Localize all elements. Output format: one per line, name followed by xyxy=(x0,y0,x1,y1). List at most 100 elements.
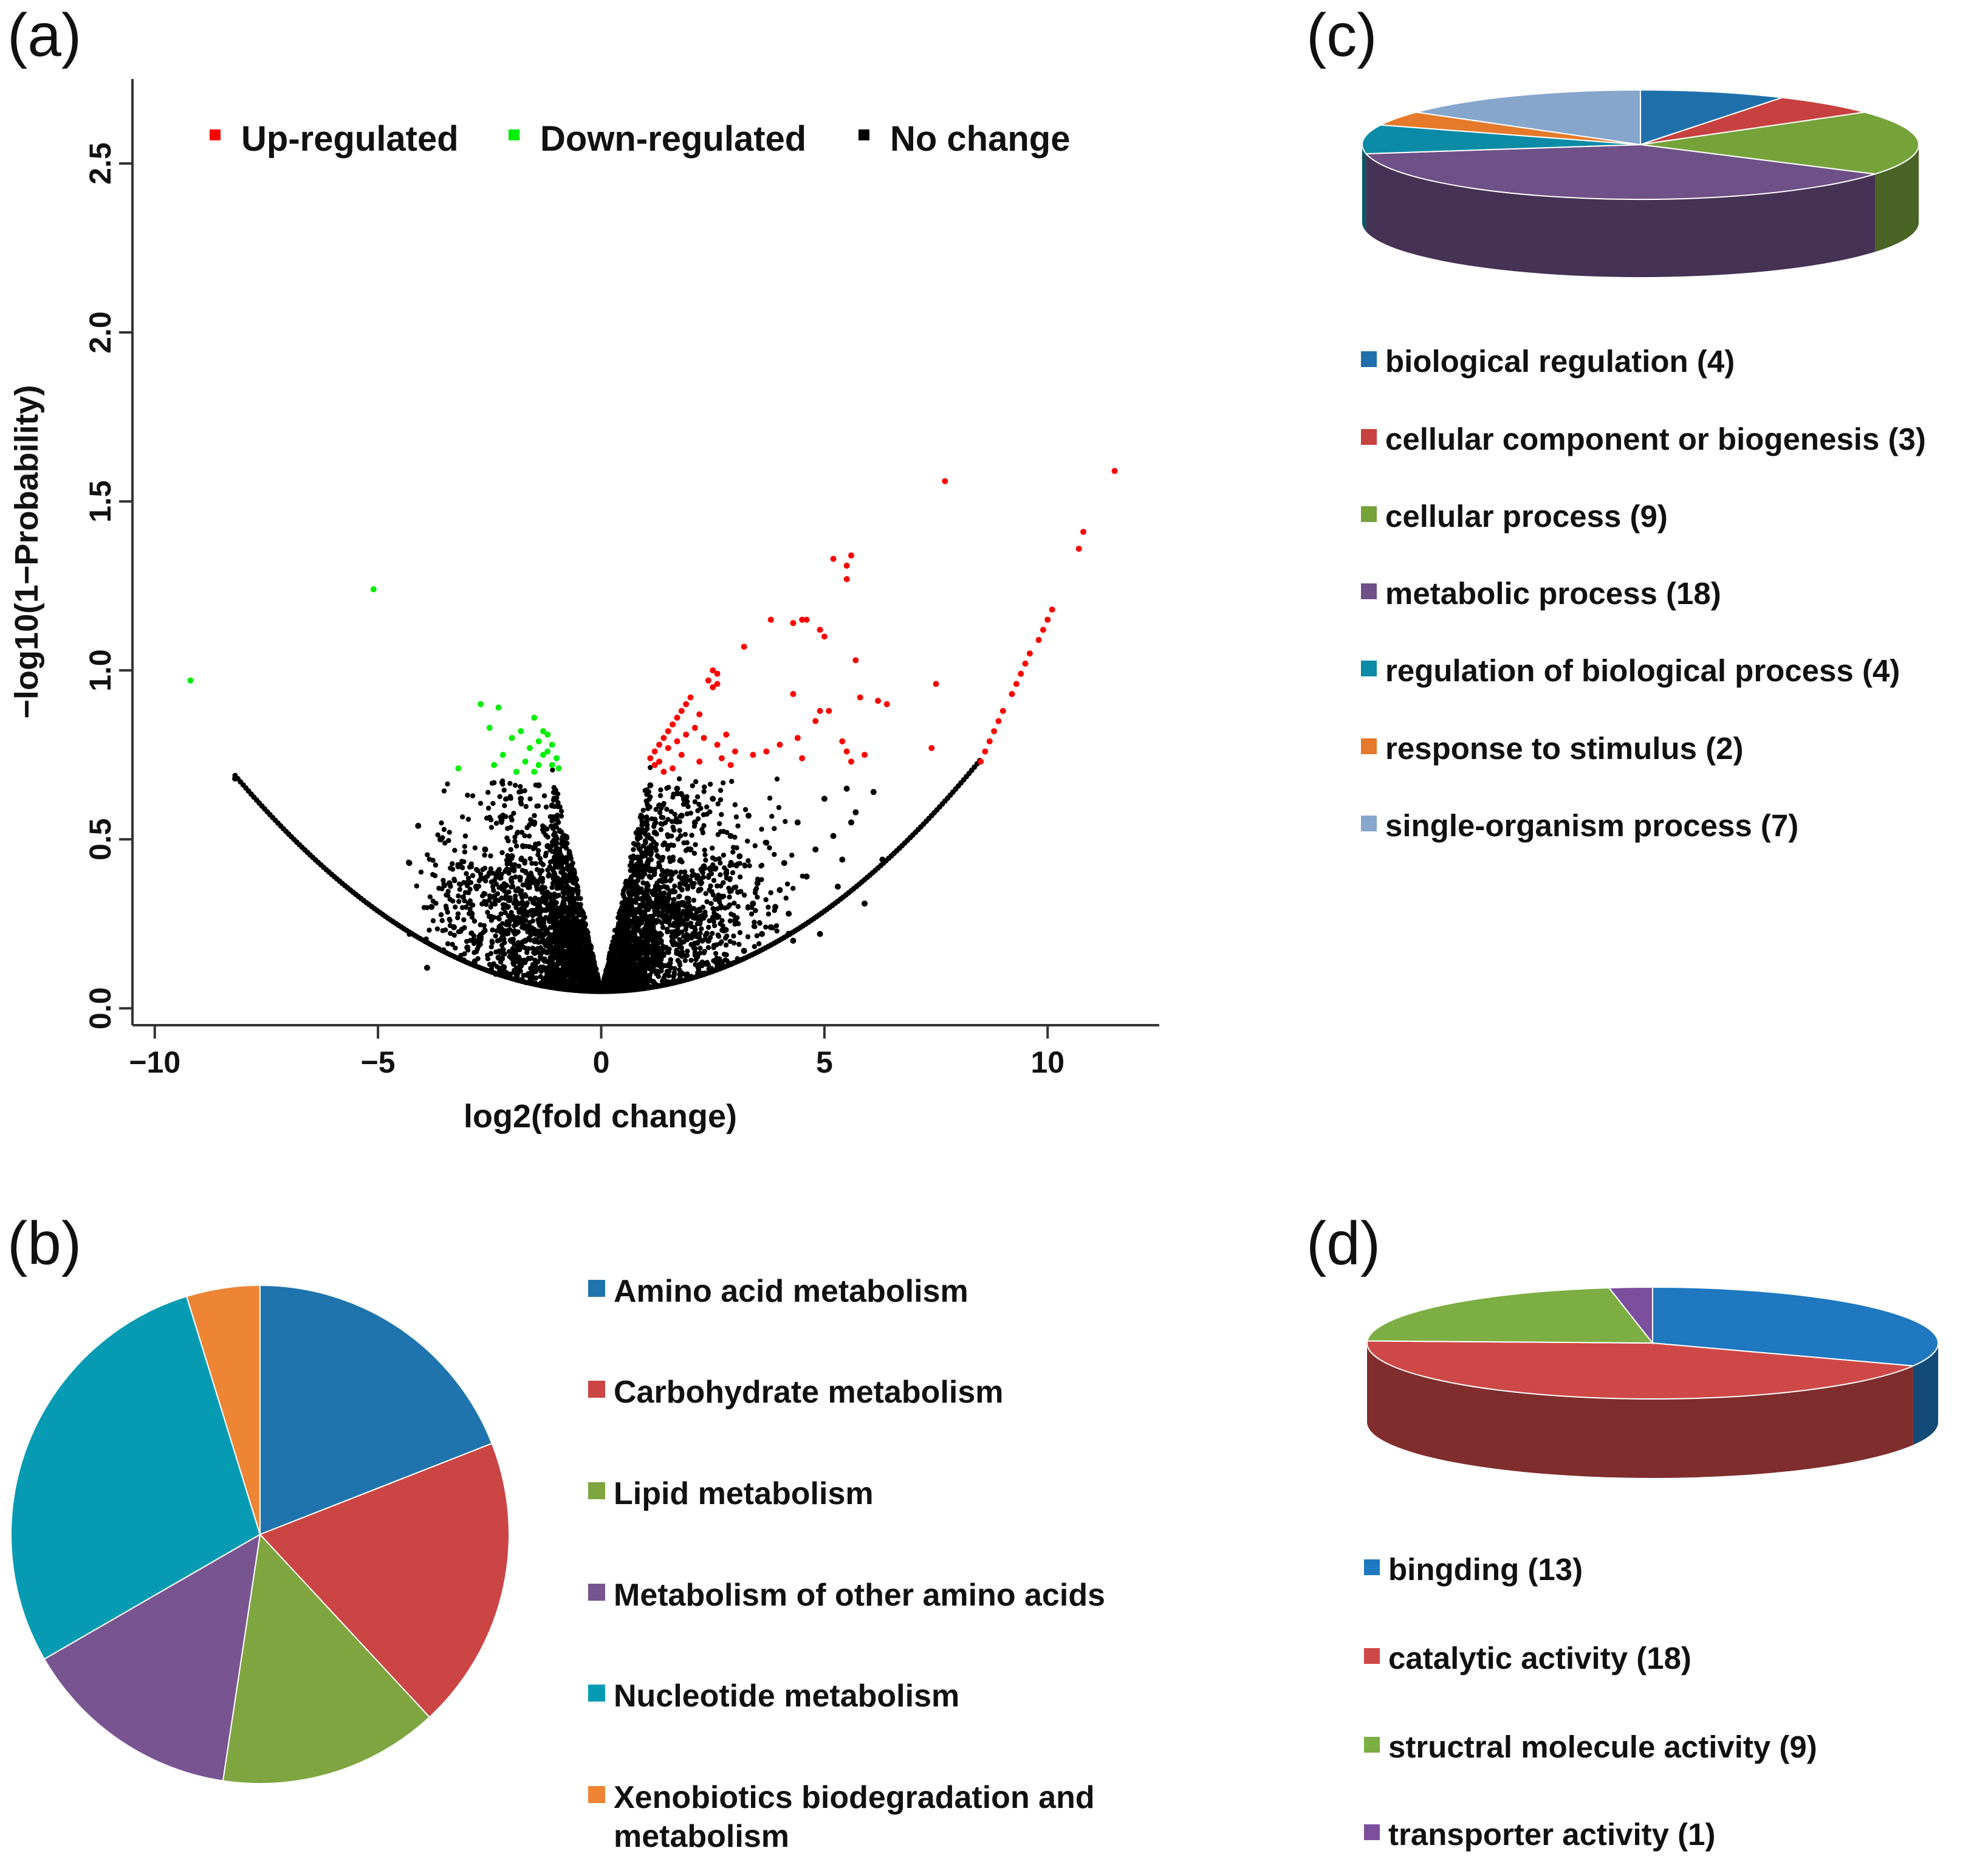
no-change-point xyxy=(544,929,550,935)
no-change-point xyxy=(772,826,777,831)
no-change-point xyxy=(668,876,674,882)
up-regulated-point xyxy=(812,718,819,724)
no-change-point xyxy=(715,832,721,837)
up-regulated-point xyxy=(1009,691,1015,698)
no-change-point xyxy=(524,902,529,909)
no-change-point xyxy=(718,921,723,927)
no-change-point xyxy=(461,917,467,923)
down-regulated-point xyxy=(187,677,194,684)
no-change-point xyxy=(453,904,458,910)
no-change-point xyxy=(663,820,668,825)
no-change-point xyxy=(737,861,742,866)
no-change-point xyxy=(645,789,650,795)
no-change-point xyxy=(693,842,698,848)
no-change-point xyxy=(629,859,634,865)
no-change-point xyxy=(520,944,526,950)
no-change-point xyxy=(545,834,550,840)
down-regulated-point xyxy=(370,586,377,593)
no-change-point xyxy=(509,817,515,823)
no-change-point xyxy=(718,860,723,866)
no-change-point xyxy=(758,863,764,869)
no-change-point xyxy=(659,978,665,984)
no-change-point xyxy=(430,918,436,924)
no-change-point xyxy=(499,886,505,892)
no-change-point xyxy=(504,919,510,924)
no-change-point xyxy=(518,888,524,894)
no-change-point xyxy=(666,973,672,978)
no-change-point xyxy=(615,939,620,944)
no-change-point xyxy=(790,885,796,891)
no-change-point xyxy=(767,845,772,851)
no-change-point xyxy=(561,901,567,907)
no-change-point xyxy=(729,778,735,785)
no-change-point xyxy=(555,879,560,885)
no-change-point xyxy=(450,941,455,947)
no-change-point xyxy=(638,910,643,916)
no-change-point xyxy=(485,910,490,915)
no-change-point xyxy=(471,941,477,946)
no-change-point xyxy=(481,923,487,929)
no-change-point xyxy=(609,957,614,962)
y-tick-label: 1.5 xyxy=(83,480,117,523)
no-change-point xyxy=(549,885,555,890)
no-change-point xyxy=(504,796,510,802)
no-change-point xyxy=(704,804,710,810)
no-change-point xyxy=(582,950,588,955)
no-change-point xyxy=(577,948,583,954)
no-change-point xyxy=(541,964,546,970)
no-change-point xyxy=(720,780,726,786)
no-change-point xyxy=(646,873,652,879)
no-change-point xyxy=(606,969,612,974)
no-change-point xyxy=(496,916,502,922)
up-regulated-point xyxy=(683,731,690,738)
up-regulated-point xyxy=(843,562,850,569)
no-change-point xyxy=(570,978,575,983)
no-change-point xyxy=(518,801,524,807)
no-change-point xyxy=(462,844,468,850)
no-change-point xyxy=(441,788,447,794)
no-change-point xyxy=(537,931,543,936)
no-change-point xyxy=(664,806,670,812)
no-change-point xyxy=(563,932,569,938)
no-change-point xyxy=(555,910,560,916)
no-change-point xyxy=(731,940,737,946)
up-regulated-point xyxy=(683,701,690,707)
y-tick-label: 0.5 xyxy=(83,818,117,861)
no-change-point xyxy=(615,961,621,967)
no-change-point xyxy=(475,868,481,873)
no-change-point xyxy=(665,909,670,915)
no-change-point xyxy=(547,925,553,930)
no-change-point xyxy=(446,838,451,844)
up-regulated-point xyxy=(986,738,993,744)
no-change-point xyxy=(527,856,533,862)
up-regulated-point xyxy=(928,745,935,752)
no-change-point xyxy=(465,792,470,798)
no-change-point xyxy=(512,834,518,840)
no-change-point xyxy=(546,873,551,879)
up-regulated-point xyxy=(767,616,774,623)
no-change-point xyxy=(693,779,699,785)
no-change-point xyxy=(574,940,580,946)
no-change-point xyxy=(515,915,521,921)
no-change-point xyxy=(701,823,707,828)
no-change-point xyxy=(473,949,479,955)
no-change-point xyxy=(656,912,662,918)
series-down-regulated xyxy=(187,586,562,775)
down-regulated-point xyxy=(531,714,538,721)
no-change-point xyxy=(499,921,505,927)
no-change-point xyxy=(577,967,583,974)
no-change-point xyxy=(502,931,508,937)
up-regulated-point xyxy=(839,738,846,744)
up-regulated-point xyxy=(799,616,806,623)
no-change-point xyxy=(627,892,632,898)
no-change-point xyxy=(527,796,533,802)
no-change-point xyxy=(756,919,763,926)
no-change-point xyxy=(617,916,623,921)
no-change-point xyxy=(735,890,741,895)
no-change-point xyxy=(482,891,488,897)
no-change-point xyxy=(550,921,556,926)
no-change-point xyxy=(438,912,444,918)
y-tick-label: 1.0 xyxy=(83,649,117,692)
up-regulated-point xyxy=(817,707,823,714)
no-change-point xyxy=(626,909,632,914)
